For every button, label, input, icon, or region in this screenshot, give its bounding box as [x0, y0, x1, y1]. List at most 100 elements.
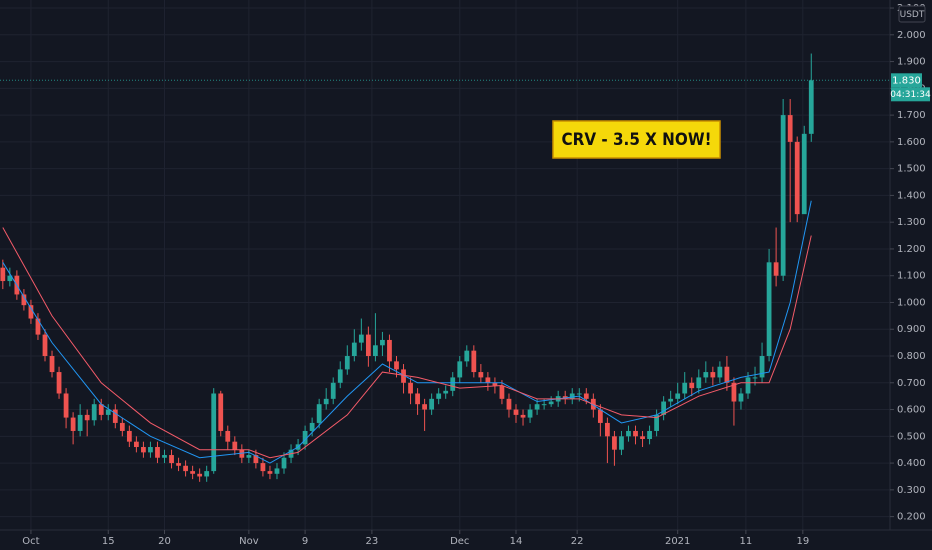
candle-body: [373, 345, 378, 357]
y-tick-label: 1.700: [897, 110, 926, 121]
candle-body: [513, 409, 519, 415]
countdown-box: [891, 87, 930, 102]
candle-body: [682, 382, 688, 394]
y-tick-label: 0.600: [897, 405, 926, 416]
currency: USDT: [900, 10, 925, 20]
candle-body: [752, 377, 758, 379]
candle-body: [443, 390, 449, 394]
candle-body: [766, 262, 772, 357]
candle-body: [169, 455, 174, 464]
candle-body: [302, 430, 308, 445]
candle-body: [724, 366, 730, 383]
candle-body: [387, 339, 392, 362]
candle-body: [351, 342, 357, 357]
candle-body: [344, 356, 350, 370]
candle-body: [583, 393, 589, 399]
candle-body: [105, 409, 111, 415]
candle-body: [239, 449, 245, 458]
candle-body: [394, 361, 399, 370]
candle-body: [408, 382, 413, 394]
candle-body: [478, 372, 484, 378]
candle-body: [738, 393, 744, 402]
time-axis-panel: [0, 530, 890, 550]
candle-body: [668, 398, 674, 402]
candle-body: [710, 372, 716, 378]
candle-body: [541, 404, 547, 406]
candle-body: [780, 115, 786, 276]
candle-body: [759, 356, 765, 378]
candle-body: [190, 471, 196, 474]
candle-body: [457, 361, 463, 378]
countdown: 04:31:34: [890, 90, 931, 100]
x-tick-label: 9: [302, 536, 308, 547]
candle-body: [808, 80, 814, 134]
y-tick-label: 1.900: [897, 57, 926, 68]
candle-body: [675, 393, 681, 399]
candle-body: [492, 382, 498, 386]
candle-body: [380, 339, 385, 346]
candle-body: [450, 377, 456, 391]
y-tick-label: 1.200: [897, 244, 926, 255]
candle-body: [91, 404, 97, 421]
candle-body: [640, 436, 645, 439]
candle-body: [155, 447, 160, 458]
candle-body: [28, 305, 34, 319]
candle-body: [42, 334, 48, 357]
candle-body: [801, 133, 807, 215]
candle-body: [773, 262, 779, 276]
y-tick-label: 0.200: [897, 512, 926, 523]
candle-body: [415, 393, 420, 405]
x-tick-label: 11: [740, 536, 753, 547]
y-tick-label: 1.600: [897, 137, 926, 148]
candle-body: [253, 455, 259, 464]
candle-body: [569, 393, 575, 399]
x-tick-label: 20: [158, 536, 171, 547]
candle-body: [274, 468, 280, 474]
y-tick-label: 0.400: [897, 458, 926, 469]
candle-body: [49, 356, 55, 373]
candle-body: [527, 409, 533, 418]
candle-body: [119, 422, 125, 431]
x-tick-label: 2021: [665, 536, 690, 547]
candle-body: [506, 398, 512, 410]
candle-body: [225, 430, 231, 442]
y-tick-label: 0.300: [897, 485, 926, 496]
candle-body: [183, 465, 188, 472]
candle-body: [647, 430, 652, 439]
candle-body: [787, 115, 793, 142]
candle-body: [232, 441, 238, 450]
candle-body: [112, 409, 118, 423]
candle-body: [7, 275, 13, 282]
candle-body: [696, 377, 702, 389]
currency-box: [898, 5, 926, 23]
candle-body: [246, 455, 252, 458]
candle-body: [422, 404, 428, 410]
annotation-box: [552, 120, 721, 159]
candle-body: [429, 398, 435, 410]
candle-body: [605, 422, 610, 437]
y-tick-label: 0.700: [897, 378, 926, 389]
y-tick-label: 0.900: [897, 324, 926, 335]
moving-average-line: [2, 227, 812, 459]
candle-body: [84, 414, 90, 421]
x-tick-label: 23: [366, 536, 379, 547]
candle-body: [794, 141, 800, 215]
candle-body: [218, 393, 224, 431]
candle-body: [309, 422, 315, 431]
y-tick-label: 2.000: [897, 30, 926, 41]
candle-body: [21, 294, 27, 306]
candle-body: [661, 401, 667, 415]
y-tick-label: 1.000: [897, 297, 926, 308]
candle-body: [162, 455, 167, 458]
candle-body: [197, 473, 203, 477]
y-tick-label: 1.300: [897, 217, 926, 228]
candle-body: [576, 393, 582, 395]
x-tick-label: Nov: [239, 536, 259, 547]
candle-body: [77, 414, 83, 431]
last-price-box: [891, 73, 922, 88]
candle-body: [548, 401, 554, 405]
candle-body: [717, 366, 723, 378]
candle-body: [654, 414, 659, 431]
candle-body: [330, 382, 336, 399]
